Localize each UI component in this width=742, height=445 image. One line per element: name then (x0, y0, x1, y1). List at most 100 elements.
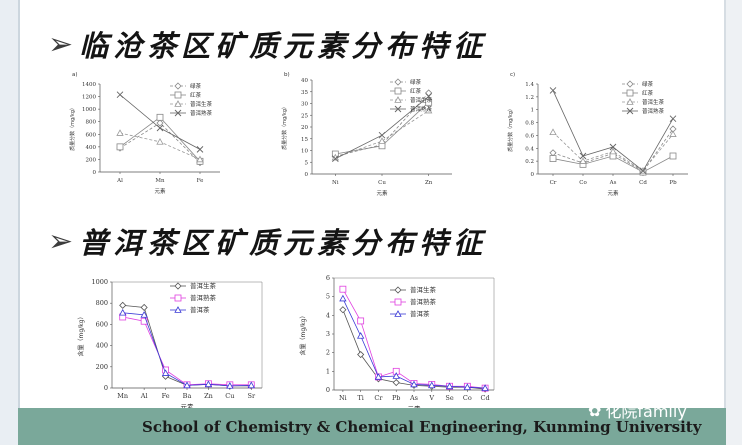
left-border (0, 0, 20, 445)
y-tick-label: 200 (96, 363, 108, 371)
legend-label: 普洱熟茶 (190, 109, 213, 117)
legend-label: 红茶 (190, 91, 202, 99)
y-axis-label: 质量分数（mg/kg） (69, 105, 76, 151)
chart-puer-major: 0 200 400 600 800 1000 Mn Al Fe Ba Zn Cu Sr 元素 含量（mg/k… (77, 278, 263, 411)
data-point (639, 167, 647, 175)
y-axis-label: 含量（mg/kg） (299, 313, 307, 356)
data-point (140, 311, 148, 318)
data-point (161, 369, 170, 376)
y-tick-label: 10 (301, 149, 308, 155)
data-point (669, 115, 677, 123)
y-tick-label: 25 (301, 113, 308, 119)
legend-marker (626, 89, 634, 97)
legend-marker (174, 82, 182, 90)
legend-marker (174, 109, 182, 117)
legend-label: 普洱熟茶 (410, 297, 437, 306)
x-tick-label: Ni (332, 180, 339, 186)
arrow-bullet-icon: ➢ (48, 223, 74, 259)
series-line (119, 132, 201, 160)
legend-marker (174, 282, 182, 290)
x-tick-label: Cr (550, 180, 557, 186)
data-point (357, 350, 365, 359)
y-tick-label: 600 (86, 132, 97, 138)
x-tick-label: Pb (669, 180, 677, 186)
data-point (156, 113, 164, 121)
data-point (549, 149, 557, 157)
y-tick-label: 0 (93, 170, 97, 176)
legend-marker (626, 98, 634, 105)
data-point (116, 91, 124, 99)
legend-marker (394, 105, 402, 113)
y-tick-label: 800 (86, 120, 97, 126)
x-axis-label: 元素 (154, 187, 166, 195)
legend-marker (626, 107, 634, 115)
data-point (374, 373, 383, 380)
data-point (339, 306, 347, 314)
data-point (116, 143, 124, 151)
x-tick-label: Sr (248, 392, 256, 400)
x-tick-label: V (428, 394, 434, 402)
x-tick-label: As (609, 180, 617, 186)
x-tick-label: Zn (204, 392, 213, 400)
data-point (392, 378, 400, 387)
data-point (339, 294, 347, 302)
legend-label: 普洱茶 (410, 309, 430, 318)
heading-lincang-text: 临沧茶区矿质元素分布特征 (79, 29, 488, 63)
data-point (356, 332, 365, 339)
chart-puer-trace: 0123456NiTiCrPbAsVSeCoCd元素含量（mg/kg）普洱生茶普… (299, 274, 495, 413)
series-line (335, 96, 429, 160)
x-tick-label: Pb (392, 394, 401, 402)
legend-marker (394, 78, 402, 86)
data-point (357, 317, 365, 325)
legend-label: 普洱茶 (190, 305, 210, 314)
y-tick-label: 1000 (82, 107, 96, 113)
watermark-text: 化院family (605, 402, 687, 421)
data-point (204, 380, 213, 388)
data-point (425, 93, 432, 100)
y-tick-label: 3 (326, 330, 330, 338)
legend-marker (174, 91, 182, 99)
x-tick-label: Se (445, 394, 453, 402)
y-tick-label: 1.4 (525, 82, 534, 88)
y-tick-label: 400 (96, 342, 108, 350)
data-point (579, 152, 587, 160)
series-line (552, 128, 674, 172)
legend-marker (174, 294, 182, 302)
legend-marker (394, 87, 402, 95)
legend-marker (394, 310, 402, 317)
legend-label: 普洱熟茶 (190, 293, 217, 302)
footer-bar: School of Chemistry & Chemical Engineeri… (18, 408, 726, 445)
data-point (463, 383, 472, 390)
legend-label: 普洱熟茶 (642, 107, 665, 115)
y-tick-label: 0.2 (525, 159, 534, 165)
legend-label: 普洱生茶 (642, 98, 665, 106)
legend-label: 普洱生茶 (190, 281, 217, 290)
y-axis-label: 质量分数（mg/kg） (281, 104, 288, 150)
x-tick-label: Cr (374, 394, 383, 402)
data-point (410, 380, 418, 388)
data-point (226, 382, 234, 389)
y-tick-label: 1.2 (525, 95, 534, 101)
y-tick-label: 1000 (91, 278, 108, 286)
panel-label: b) (284, 72, 290, 78)
right-border (724, 0, 742, 445)
data-point (116, 129, 124, 136)
legend-label: 绿茶 (642, 80, 654, 88)
data-point (156, 124, 164, 132)
legend-label: 普洱生茶 (410, 285, 437, 294)
data-point (119, 301, 127, 309)
y-tick-label: 40 (301, 78, 308, 84)
heading-lincang: ➢ 临沧茶区矿质元素分布特征 (48, 22, 487, 66)
legend-label: 普洱生茶 (410, 96, 433, 104)
y-tick-label: 0 (326, 386, 330, 394)
chart-b: b) 0 5 10 15 20 25 30 35 40 Ni Cu Zn 元素 质量分数（mg/kg） 绿茶红… (281, 72, 452, 197)
data-point (183, 381, 191, 389)
y-tick-label: 0.4 (525, 146, 534, 152)
y-axis-label: 质量分数（mg/kg） (507, 106, 514, 152)
y-tick-label: 4 (326, 311, 330, 319)
data-point (481, 384, 489, 391)
footer-text: School of Chemistry & Chemical Engineeri… (142, 417, 702, 436)
watermark: ✿ 化院family (588, 398, 687, 422)
x-tick-label: Ti (357, 394, 363, 402)
data-point (339, 285, 347, 293)
